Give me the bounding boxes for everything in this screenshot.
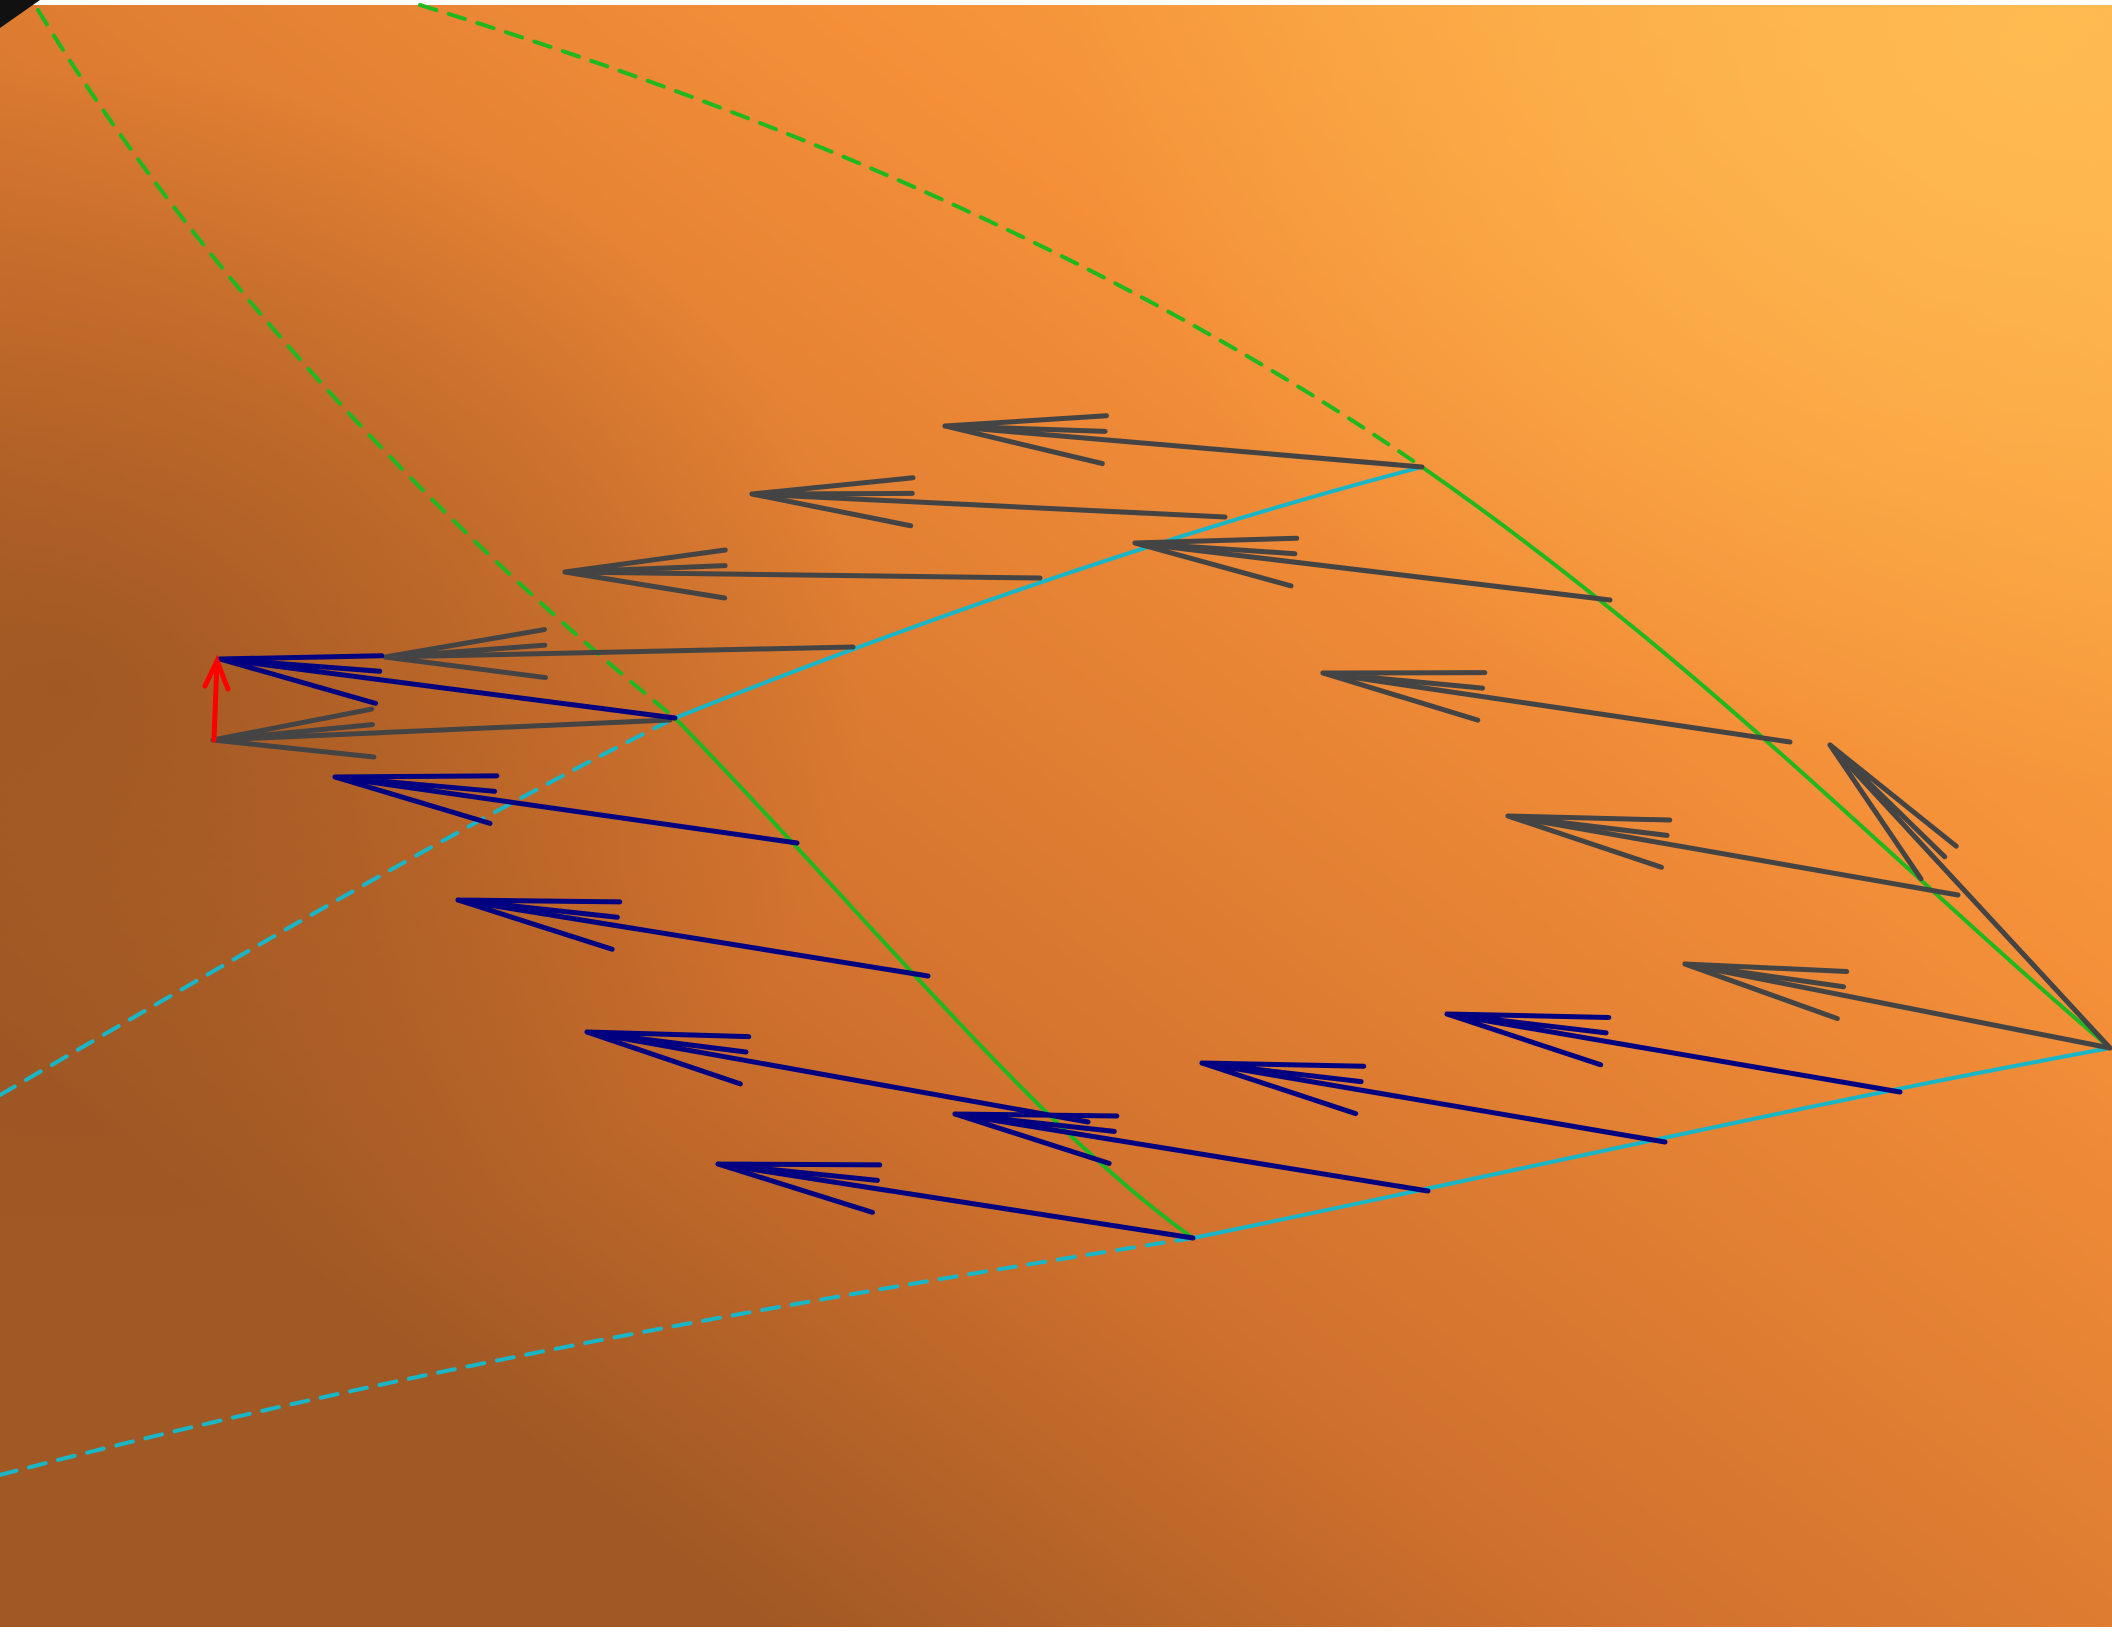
- gray-vector-arrow-7: [1320, 670, 1793, 745]
- corner-mark-icon: [0, 0, 40, 28]
- gray-vector-arrow-10: [1827, 742, 2112, 1051]
- u-parameter-line-right-dashed: [418, 3, 1424, 469]
- blue-vector-arrow-1: [217, 653, 678, 721]
- top-border: [0, 0, 2112, 5]
- blue-vector-arrow-8: [1444, 1011, 1903, 1095]
- blue-vector-arrow-4: [584, 1029, 1091, 1125]
- u-parameter-line-left-solid: [673, 716, 1195, 1240]
- gray-vector-arrow-8: [1505, 813, 1961, 898]
- v-parameter-line-upper-dashed: [0, 716, 677, 1097]
- gray-vector-arrow-4: [382, 627, 856, 681]
- u-parameter-line-left-dashed: [36, 8, 677, 720]
- u-parameter-line-right-solid: [1420, 465, 2112, 1050]
- blue-vector-arrow-6: [952, 1111, 1431, 1194]
- normal-vector-shaft: [211, 658, 220, 743]
- normal-vector-arrow-icon: [202, 654, 231, 743]
- normal-vector-head: [202, 654, 231, 692]
- blue-vector-arrow-2: [332, 773, 800, 846]
- gray-vector-arrow-6: [1132, 535, 1613, 603]
- gray-vector-arrow-1: [942, 413, 1425, 470]
- blue-vector-arrow-5: [715, 1161, 1196, 1241]
- v-parameter-line-upper-solid: [673, 465, 1424, 720]
- v-parameter-line-lower-dashed: [0, 1236, 1195, 1477]
- gray-vector-arrow-3: [562, 547, 1043, 601]
- gray-vector-arrow-9: [1682, 961, 2112, 1051]
- bottom-border: [0, 1627, 2112, 1632]
- blue-vector-arrow-3: [455, 897, 931, 979]
- blue-vector-arrow-7: [1199, 1060, 1668, 1145]
- blue-tangent-vectors: [217, 653, 1903, 1241]
- gray-vector-arrow-2: [749, 475, 1228, 529]
- gray-tangent-vectors: [210, 413, 2112, 1051]
